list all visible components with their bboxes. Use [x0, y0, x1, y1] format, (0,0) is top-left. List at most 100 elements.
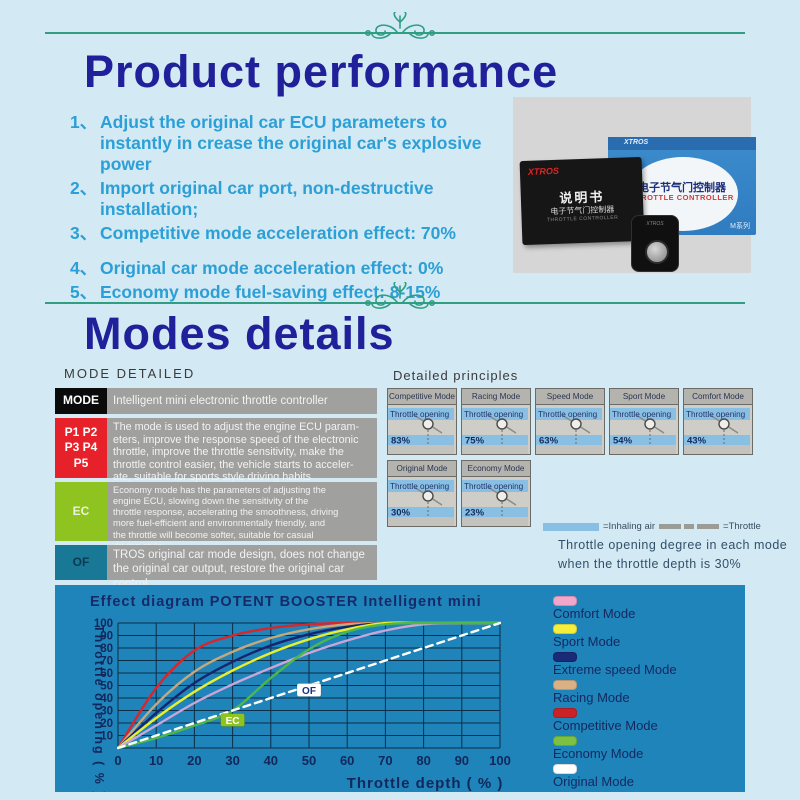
mode-card-title: Racing Mode [462, 389, 530, 405]
feature-item: 5、 Economy mode fuel-saving effect: 8-15% [70, 282, 518, 303]
throttle-opening-label: Throttle opening [464, 482, 524, 491]
svg-text:30: 30 [100, 706, 113, 718]
box-top-strip [608, 137, 756, 150]
mode-principle-card: Comfort Mode Throttle opening 43% [683, 388, 753, 455]
svg-text:90: 90 [100, 631, 113, 643]
principles-heading: Detailed principles [393, 368, 519, 383]
svg-text:OF: OF [302, 686, 316, 697]
legend-swatch [553, 652, 577, 662]
svg-text:50: 50 [302, 753, 316, 768]
svg-text:40: 40 [264, 753, 278, 768]
legend-entry: Racing Mode [553, 680, 677, 705]
svg-text:20: 20 [100, 718, 113, 730]
mode-principle-card: Economy Mode Throttle opening 23% [461, 460, 531, 527]
throttle-valve-icon [718, 418, 730, 430]
inhaling-air-label: =Inhaling air [603, 521, 656, 532]
modes-title: Modes details [84, 308, 395, 359]
throttle-valve-icon [422, 490, 434, 502]
chart-note-line1: Throttle opening degree in each mode [558, 538, 788, 552]
throttle-swatch [659, 524, 720, 529]
svg-text:EC: EC [226, 716, 240, 727]
mode-desc-cell: Intelligent mini electronic throttle con… [107, 388, 377, 414]
device-button [645, 240, 669, 264]
inhaling-air-swatch [543, 522, 599, 531]
feature-number: 4、 [70, 258, 98, 278]
legend-swatch [553, 680, 577, 690]
chart-title: Effect diagram POTENT BOOSTER Intelligen… [90, 594, 482, 610]
svg-text:Throttle opening ( % ): Throttle opening ( % ) [92, 625, 106, 792]
svg-text:70: 70 [378, 753, 392, 768]
mode-card-title: Competitive Mode [388, 389, 456, 405]
throttle-valve-icon [496, 418, 508, 430]
flourish-icon [364, 12, 436, 39]
box-title-cn: 电子节气门控制器 [638, 182, 726, 194]
throttle-opening-label: Throttle opening [612, 410, 672, 419]
throttle-valve-icon [570, 418, 582, 430]
throttle-valve-icon [496, 490, 508, 502]
legend-label: Competitive Mode [553, 718, 658, 733]
product-photo: XTROS 电子节气门控制器 THROTTLE CONTROLLER M系列 X… [513, 97, 756, 273]
throttle-opening-percent: 30% [391, 508, 411, 519]
throttle-pipe-diagram: Throttle opening 83% [388, 405, 454, 454]
legend-label: Sport Mode [553, 634, 621, 649]
throttle-pipe-diagram: Throttle opening 23% [462, 477, 528, 526]
throttle-dash [684, 524, 695, 529]
svg-text:80: 80 [100, 643, 113, 655]
throttle-controller-device: XTROS [631, 215, 679, 272]
svg-text:80: 80 [416, 753, 430, 768]
svg-text:40: 40 [100, 693, 113, 705]
feature-number: 3、 [70, 223, 98, 243]
svg-text:10: 10 [149, 753, 163, 768]
throttle-label: =Throttle [723, 521, 761, 532]
mode-card-title: Economy Mode [462, 461, 530, 477]
throttle-dash [697, 524, 720, 529]
throttle-opening-percent: 54% [613, 436, 633, 447]
mode-key-cell: EC [55, 482, 107, 541]
legend-entry: Extreme speed Mode [553, 652, 677, 677]
legend-label: Comfort Mode [553, 606, 636, 621]
throttle-valve-icon [644, 418, 656, 430]
legend-entry: Sport Mode [553, 624, 677, 649]
throttle-pipe-diagram: Throttle opening 54% [610, 405, 676, 454]
principle-cards-row: Original Mode Throttle opening 30% Econo… [387, 460, 531, 527]
mode-card-title: Original Mode [388, 461, 456, 477]
legend-entry: Competitive Mode [553, 708, 677, 733]
legend-entry: Original Mode [553, 764, 677, 789]
box-model: M系列 [730, 223, 750, 230]
throttle-opening-label: Throttle opening [390, 482, 450, 491]
feature-item: 4、 Original car mode acceleration effect:… [70, 258, 518, 279]
brand-logo: XTROS [527, 165, 560, 177]
principle-cards-row: Competitive Mode Throttle opening 83% Ra… [387, 388, 753, 455]
page-title: Product performance [84, 46, 559, 97]
feature-text: Economy mode fuel-saving effect: 8-15% [100, 282, 441, 302]
throttle-dash [659, 524, 682, 529]
feature-item: 2、 Import original car port, non-destruct… [70, 178, 518, 220]
svg-text:70: 70 [100, 656, 113, 668]
legend-swatch [553, 624, 577, 634]
mode-card-title: Sport Mode [610, 389, 678, 405]
mode-key-cell: OF [55, 545, 107, 580]
section-divider [45, 32, 745, 34]
svg-text:60: 60 [100, 668, 113, 680]
svg-text:20: 20 [187, 753, 201, 768]
legend-swatch [553, 708, 577, 718]
feature-list: 1、 Adjust the original car ECU parameters… [70, 112, 518, 306]
chart-legend: Comfort Mode Sport Mode Extreme speed Mo… [553, 596, 677, 792]
chart-note-line2: when the throttle depth is 30% [558, 557, 742, 571]
feature-text: Adjust the original car ECU parameters t… [100, 112, 482, 174]
svg-text:30: 30 [225, 753, 239, 768]
throttle-opening-percent: 83% [391, 436, 411, 447]
section-divider [45, 302, 745, 304]
svg-text:50: 50 [100, 681, 113, 693]
feature-text: Original car mode acceleration effect: 0… [100, 258, 444, 278]
mode-principle-card: Original Mode Throttle opening 30% [387, 460, 457, 527]
legend-label: Extreme speed Mode [553, 662, 677, 677]
svg-text:60: 60 [340, 753, 354, 768]
legend-label: Original Mode [553, 774, 634, 789]
mode-table: MODE Intelligent mini electronic throttl… [55, 388, 377, 590]
throttle-opening-percent: 63% [539, 436, 559, 447]
box-title-en: THROTTLE CONTROLLER [630, 193, 734, 202]
throttle-pipe-diagram: Throttle opening 30% [388, 477, 454, 526]
throttle-pipe-diagram: Throttle opening 75% [462, 405, 528, 454]
svg-text:Throttle depth ( % ): Throttle depth ( % ) [347, 775, 504, 792]
